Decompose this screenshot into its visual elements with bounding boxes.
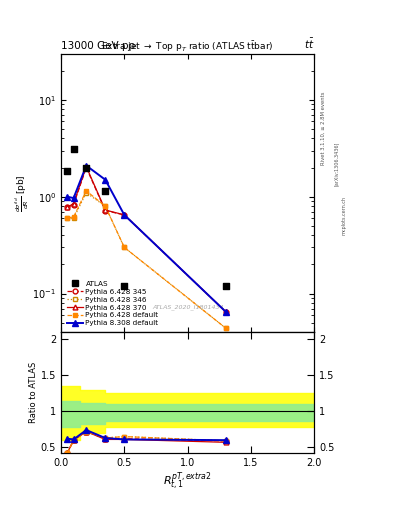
Text: Rivet 3.1.10, ≥ 2.8M events: Rivet 3.1.10, ≥ 2.8M events	[320, 91, 325, 165]
X-axis label: $R_{t,1}^{pT,extra2}$: $R_{t,1}^{pT,extra2}$	[163, 471, 212, 493]
Point	[64, 167, 70, 175]
Point	[121, 282, 127, 290]
Point	[70, 145, 77, 153]
Point	[102, 187, 108, 195]
Text: [arXiv:1306.3436]: [arXiv:1306.3436]	[334, 142, 339, 186]
Text: $t\bar{t}$: $t\bar{t}$	[304, 37, 314, 51]
Title: Extra jet $\rightarrow$ Top p$_T$ ratio (ATLAS t$\bar{\rm t}$bar): Extra jet $\rightarrow$ Top p$_T$ ratio …	[101, 39, 274, 54]
Text: ATLAS_2020_I1801434: ATLAS_2020_I1801434	[152, 304, 223, 310]
Y-axis label: $\frac{d\sigma^{fid}}{dR}$ [pb]: $\frac{d\sigma^{fid}}{dR}$ [pb]	[13, 174, 31, 212]
Text: 13000 GeV pp: 13000 GeV pp	[61, 41, 135, 51]
Text: mcplots.cern.ch: mcplots.cern.ch	[342, 196, 347, 234]
Legend: ATLAS, Pythia 6.428 345, Pythia 6.428 346, Pythia 6.428 370, Pythia 6.428 defaul: ATLAS, Pythia 6.428 345, Pythia 6.428 34…	[64, 279, 161, 329]
Point	[222, 282, 229, 290]
Point	[83, 163, 90, 172]
Y-axis label: Ratio to ATLAS: Ratio to ATLAS	[29, 362, 38, 423]
